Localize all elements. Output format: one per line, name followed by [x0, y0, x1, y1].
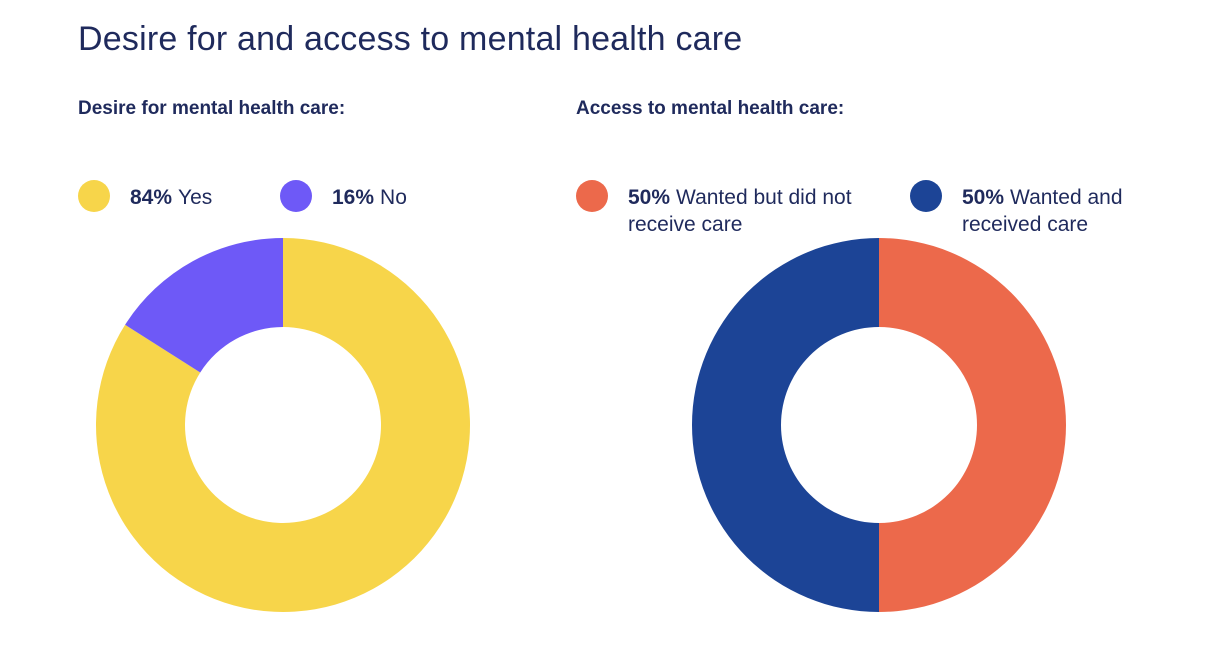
page-title: Desire for and access to mental health c…	[78, 20, 743, 58]
legend-label-yes: Yes	[178, 186, 213, 209]
legend-swatch-not-received	[576, 180, 608, 212]
legend-value-yes: 84%	[130, 186, 173, 209]
legend-value-no: 16%	[332, 186, 375, 209]
legend-label-received: Wanted and received care	[962, 186, 1123, 236]
donut-slice-yes	[95, 238, 470, 612]
legend-item-received: 50% Wanted and received care	[910, 180, 1172, 238]
access-legend: 50% Wanted but did not receive care 50% Wa…	[576, 120, 1196, 236]
access-panel: Access to mental health care: 50% Wanted …	[576, 98, 1196, 236]
legend-text-no: 16% No	[332, 184, 542, 211]
desire-donut-chart	[95, 238, 470, 612]
legend-swatch-yes	[78, 180, 110, 212]
legend-text-not-received: 50% Wanted but did not receive care	[628, 184, 878, 238]
legend-text-received: 50% Wanted and received care	[962, 184, 1172, 238]
legend-value-received: 50%	[962, 186, 1005, 209]
desire-chart-title: Desire for mental health care:	[78, 98, 346, 119]
access-donut-chart	[692, 238, 1066, 612]
legend-item-no: 16% No	[280, 180, 542, 212]
donut-slice-no	[125, 238, 283, 373]
legend-value-not-received: 50%	[628, 186, 671, 209]
legend-swatch-received	[910, 180, 942, 212]
legend-label-no: No	[380, 186, 407, 209]
access-chart-title: Access to mental health care:	[576, 98, 845, 119]
donut-slice-wanted-and-received-care	[692, 238, 879, 612]
legend-label-not-received: Wanted but did not receive care	[628, 186, 852, 236]
donut-slice-wanted-but-did-not-receive-care	[879, 238, 1066, 612]
legend-swatch-no	[280, 180, 312, 212]
desire-panel: Desire for mental health care: 84% Yes 16…	[78, 98, 548, 212]
legend-text-yes: 84% Yes	[130, 184, 340, 211]
legend-item-yes: 84% Yes	[78, 180, 340, 212]
desire-legend: 84% Yes 16% No	[78, 120, 548, 212]
legend-item-not-received: 50% Wanted but did not receive care	[576, 180, 878, 238]
